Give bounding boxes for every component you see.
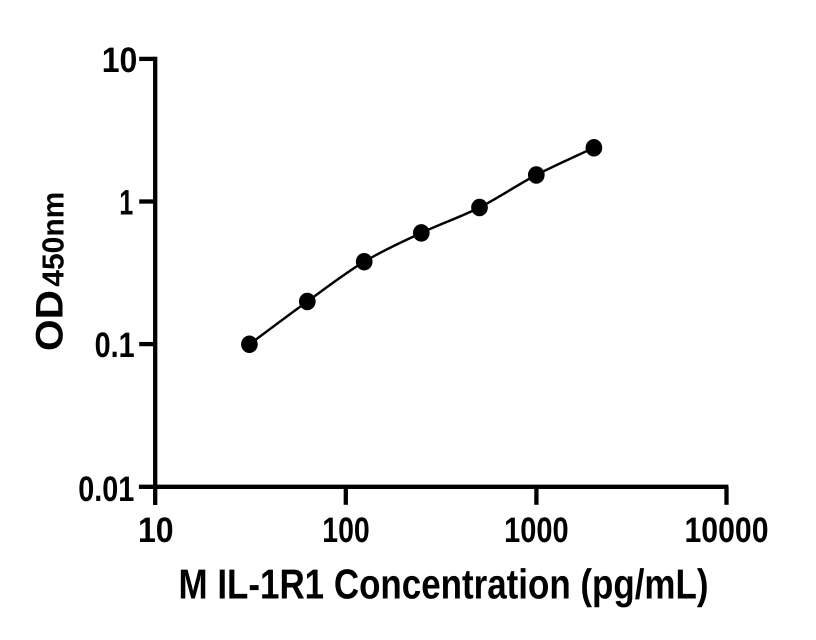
svg-text:M IL-1R1 Concentration (pg/mL): M IL-1R1 Concentration (pg/mL) <box>179 561 709 608</box>
svg-text:0.01: 0.01 <box>78 469 134 509</box>
svg-text:1000: 1000 <box>504 510 569 550</box>
svg-text:10: 10 <box>102 40 138 80</box>
svg-text:1: 1 <box>119 182 133 222</box>
svg-text:OD: OD <box>29 290 72 351</box>
svg-text:100: 100 <box>322 510 370 550</box>
svg-text:450nm: 450nm <box>36 192 70 287</box>
svg-text:10: 10 <box>138 510 174 550</box>
svg-text:0.1: 0.1 <box>95 325 135 365</box>
svg-text:10000: 10000 <box>685 510 769 550</box>
